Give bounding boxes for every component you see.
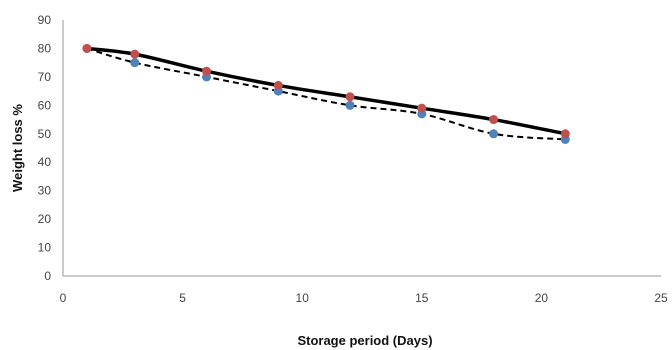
x-tick-label: 25 [654, 291, 668, 305]
solid-series-point [274, 81, 283, 90]
solid-series-point [346, 92, 355, 101]
y-tick-label: 90 [38, 13, 52, 27]
y-tick-label: 40 [38, 155, 52, 169]
x-tick-labels: 0 5 10 15 20 25 [60, 291, 668, 305]
solid-series-point [417, 104, 426, 113]
series-layer [82, 44, 569, 144]
y-tick-label: 70 [38, 70, 52, 84]
x-tick-label: 5 [179, 291, 186, 305]
x-tick-label: 10 [296, 291, 310, 305]
x-tick-label: 0 [60, 291, 67, 305]
solid-series-point [489, 115, 498, 124]
y-tick-label: 80 [38, 41, 52, 55]
x-tick-label: 15 [415, 291, 429, 305]
x-axis-title: Storage period (Days) [297, 333, 432, 348]
solid-series-point [130, 50, 139, 59]
y-tick-label: 10 [38, 241, 52, 255]
y-tick-label: 60 [38, 98, 52, 112]
y-tick-labels: 0 10 20 30 40 50 60 70 80 90 [38, 13, 52, 283]
y-tick-label: 20 [38, 212, 52, 226]
y-axis-title: Weight loss % [10, 104, 25, 192]
y-tick-label: 30 [38, 184, 52, 198]
solid-series-point [561, 129, 570, 138]
dashed-series-point [489, 129, 498, 138]
x-tick-label: 20 [535, 291, 549, 305]
solid-series-point [82, 44, 91, 53]
dashed-series-point [130, 58, 139, 67]
solid-series-point [202, 67, 211, 76]
y-tick-label: 0 [44, 269, 51, 283]
y-tick-label: 50 [38, 127, 52, 141]
dashed-series-point [346, 101, 355, 110]
